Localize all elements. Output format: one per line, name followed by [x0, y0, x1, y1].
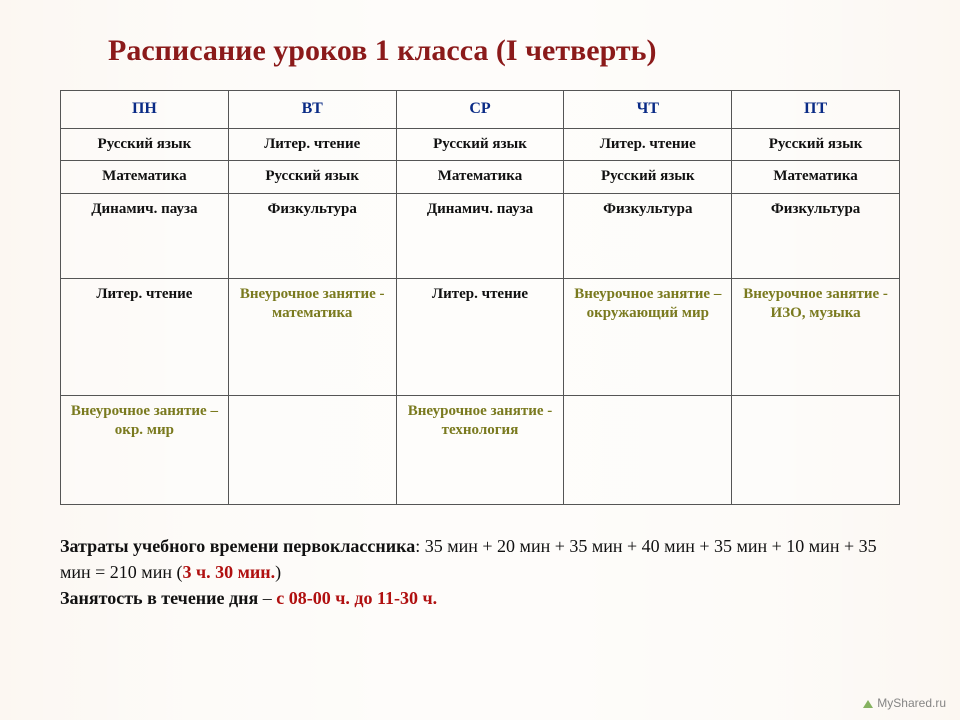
footer-text: Затраты учебного времени первоклассника:… [60, 533, 900, 611]
cell: Литер. чтение [61, 278, 229, 395]
table-row: Динамич. пауза Физкультура Динамич. пауз… [61, 193, 900, 278]
footer-2-prefix: Занятость в течение дня [60, 588, 258, 608]
cell-empty [732, 395, 900, 504]
cell: Русский язык [564, 161, 732, 194]
cell: Литер. чтение [228, 128, 396, 161]
slide: Расписание уроков 1 класса (I четверть) … [0, 0, 960, 611]
cell: Русский язык [228, 161, 396, 194]
cell-extra: Внеурочное занятие – окружающий мир [564, 278, 732, 395]
cell-empty [564, 395, 732, 504]
cell-extra: Внеурочное занятие - ИЗО, музыка [732, 278, 900, 395]
cell: Русский язык [61, 128, 229, 161]
brand-triangle-icon [863, 700, 873, 708]
footer-2-dash: – [258, 588, 276, 608]
table-row: Литер. чтение Внеурочное занятие - матем… [61, 278, 900, 395]
day-thu: ЧТ [564, 91, 732, 129]
brand-watermark: MyShared.ru [863, 696, 946, 710]
footer-2-red: с 08-00 ч. до 11-30 ч. [276, 588, 437, 608]
table-row: Внеурочное занятие – окр. мир Внеурочное… [61, 395, 900, 504]
cell: Литер. чтение [396, 278, 564, 395]
cell: Физкультура [228, 193, 396, 278]
cell: Математика [61, 161, 229, 194]
day-mon: ПН [61, 91, 229, 129]
day-fri: ПТ [732, 91, 900, 129]
cell-extra: Внеурочное занятие – окр. мир [61, 395, 229, 504]
brand-text: MyShared.ru [877, 696, 946, 710]
header-row: ПН ВТ СР ЧТ ПТ [61, 91, 900, 129]
cell-empty [228, 395, 396, 504]
table-row: Математика Русский язык Математика Русск… [61, 161, 900, 194]
table-row: Русский язык Литер. чтение Русский язык … [61, 128, 900, 161]
cell: Русский язык [732, 128, 900, 161]
cell: Литер. чтение [564, 128, 732, 161]
cell: Физкультура [732, 193, 900, 278]
footer-1-prefix: Затраты учебного времени первоклассника [60, 536, 415, 556]
cell: Динамич. пауза [396, 193, 564, 278]
schedule-table: ПН ВТ СР ЧТ ПТ Русский язык Литер. чтени… [60, 90, 900, 505]
cell: Математика [732, 161, 900, 194]
footer-1-red: 3 ч. 30 мин. [182, 562, 275, 582]
cell: Русский язык [396, 128, 564, 161]
footer-line-2: Занятость в течение дня – с 08-00 ч. до … [60, 585, 900, 611]
cell-extra: Внеурочное занятие - математика [228, 278, 396, 395]
cell: Динамич. пауза [61, 193, 229, 278]
day-wed: СР [396, 91, 564, 129]
day-tue: ВТ [228, 91, 396, 129]
page-title: Расписание уроков 1 класса (I четверть) [108, 34, 900, 68]
cell: Математика [396, 161, 564, 194]
footer-1-close: ) [275, 562, 281, 582]
footer-line-1: Затраты учебного времени первоклассника:… [60, 533, 900, 585]
cell: Физкультура [564, 193, 732, 278]
cell-extra: Внеурочное занятие - технология [396, 395, 564, 504]
